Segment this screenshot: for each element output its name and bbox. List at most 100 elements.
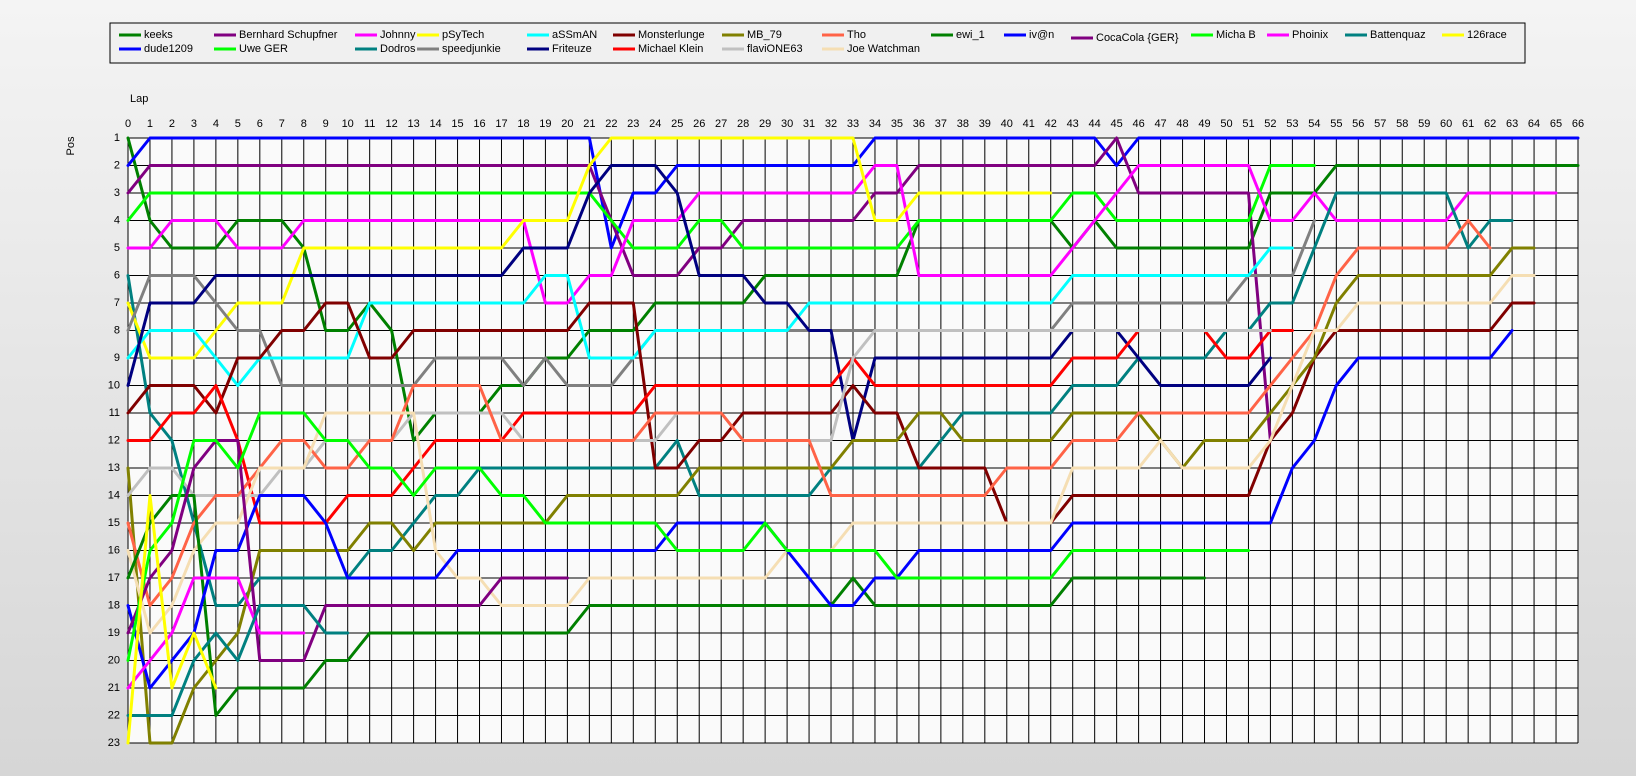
- y-tick-label: 3: [114, 187, 120, 199]
- series-line: [126, 576, 306, 690]
- x-tick-label: 32: [825, 118, 837, 130]
- y-tick-label: 7: [114, 297, 120, 309]
- legend-label: Michael Klein: [638, 43, 703, 55]
- x-tick-label: 60: [1440, 118, 1452, 130]
- legend-label: pSyTech: [442, 29, 484, 41]
- x-tick-label: 25: [671, 118, 683, 130]
- y-axis-label: Pos: [65, 136, 77, 155]
- x-tick-label: 48: [1176, 118, 1188, 130]
- legend-label: speedjunkie: [442, 43, 501, 55]
- x-tick-label: 53: [1286, 118, 1298, 130]
- x-tick-label: 38: [957, 118, 969, 130]
- y-tick-label: 4: [114, 214, 120, 226]
- x-axis-label: Lap: [130, 93, 148, 105]
- x-tick-label: 5: [235, 118, 241, 130]
- y-tick-label: 16: [108, 544, 120, 556]
- series-line: [126, 411, 1250, 662]
- y-tick-label: 5: [114, 242, 120, 254]
- legend-label: Johnny: [380, 29, 416, 41]
- x-tick-label: 34: [869, 118, 881, 130]
- x-tick-label: 6: [257, 118, 263, 130]
- x-tick-label: 66: [1572, 118, 1584, 130]
- y-tick-label: 1: [114, 132, 120, 144]
- y-tick-label: 14: [108, 489, 120, 501]
- series-line: [126, 136, 1053, 360]
- y-tick-label: 21: [108, 682, 120, 694]
- y-tick-label: 10: [108, 379, 120, 391]
- x-tick-label: 17: [495, 118, 507, 130]
- x-tick-label: 52: [1264, 118, 1276, 130]
- legend-label: 126race: [1467, 29, 1507, 41]
- x-tick-label: 42: [1045, 118, 1057, 130]
- x-tick-label: 20: [561, 118, 573, 130]
- x-tick-label: 51: [1242, 118, 1254, 130]
- x-tick-label: 19: [539, 118, 551, 130]
- legend-label: aSSmAN: [552, 29, 597, 41]
- legend-label: keeks: [144, 29, 173, 41]
- x-tick-label: 14: [429, 118, 441, 130]
- x-tick-label: 57: [1374, 118, 1386, 130]
- x-tick-label: 30: [781, 118, 793, 130]
- x-tick-label: 41: [1023, 118, 1035, 130]
- series-line: [126, 439, 569, 662]
- legend-label: Phoinix: [1292, 29, 1329, 41]
- x-tick-label: 35: [891, 118, 903, 130]
- x-tick-label: 28: [737, 118, 749, 130]
- x-tick-label: 3: [191, 118, 197, 130]
- y-tick-label: 18: [108, 599, 120, 611]
- y-tick-label: 17: [108, 572, 120, 584]
- legend-label: MB_79: [747, 29, 782, 41]
- x-tick-label: 23: [627, 118, 639, 130]
- y-tick-label: 23: [108, 737, 120, 749]
- series-line: [126, 191, 1514, 607]
- legend-label: Bernhard Schupfner: [239, 29, 338, 41]
- x-tick-label: 58: [1396, 118, 1408, 130]
- series-line: [126, 246, 1294, 387]
- x-tick-label: 43: [1067, 118, 1079, 130]
- x-tick-label: 26: [693, 118, 705, 130]
- x-tick-label: 1: [147, 118, 153, 130]
- x-tick-label: 10: [342, 118, 354, 130]
- y-tick-label: 6: [114, 269, 120, 281]
- y-tick-label: 20: [108, 654, 120, 666]
- x-tick-label: 27: [715, 118, 727, 130]
- x-tick-label: 15: [451, 118, 463, 130]
- legend-label: ewi_1: [956, 29, 985, 41]
- series-line: [126, 136, 1580, 250]
- x-tick-label: 31: [803, 118, 815, 130]
- legend-label: Monsterlunge: [638, 29, 705, 41]
- y-tick-label: 19: [108, 627, 120, 639]
- legend-label: Joe Watchman: [847, 43, 920, 55]
- y-tick-label: 8: [114, 324, 120, 336]
- y-tick-label: 9: [114, 352, 120, 364]
- x-tick-label: 49: [1198, 118, 1210, 130]
- x-tick-label: 24: [649, 118, 661, 130]
- x-tick-label: 2: [169, 118, 175, 130]
- x-tick-label: 45: [1111, 118, 1123, 130]
- series-line: [126, 604, 350, 717]
- x-tick-label: 9: [323, 118, 329, 130]
- x-tick-label: 50: [1220, 118, 1232, 130]
- series-line: [126, 301, 1536, 525]
- legend-label: flaviONE63: [747, 43, 803, 55]
- y-tick-label: 2: [114, 159, 120, 171]
- series-line: [126, 329, 1514, 690]
- x-tick-label: 63: [1506, 118, 1518, 130]
- series-line: [126, 246, 1536, 745]
- x-tick-label: 44: [1089, 118, 1101, 130]
- legend-label: dude1209: [144, 43, 193, 55]
- x-tick-label: 4: [213, 118, 219, 130]
- x-tick-label: 29: [759, 118, 771, 130]
- x-tick-label: 40: [1001, 118, 1013, 130]
- legend-label: iv@n: [1029, 29, 1054, 41]
- y-tick-label: 13: [108, 462, 120, 474]
- y-tick-label: 12: [108, 434, 120, 446]
- series-line: [126, 219, 1492, 607]
- x-tick-label: 12: [386, 118, 398, 130]
- x-tick-label: 56: [1352, 118, 1364, 130]
- x-tick-label: 13: [407, 118, 419, 130]
- legend-label: Friteuze: [552, 43, 592, 55]
- y-tick-label: 15: [108, 517, 120, 529]
- series-line: [126, 164, 1316, 250]
